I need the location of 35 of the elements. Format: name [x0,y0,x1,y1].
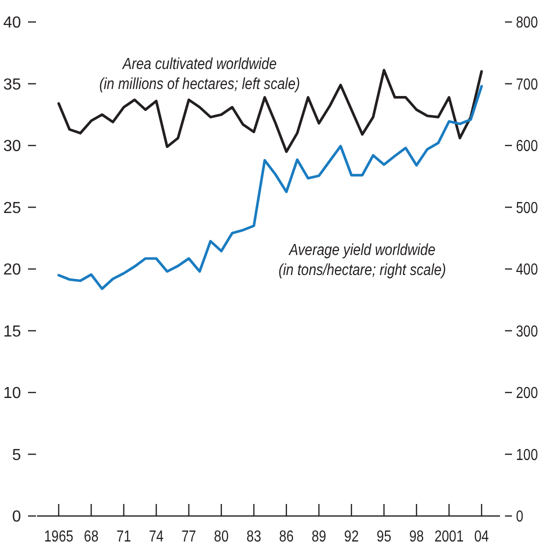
y-tick-label: 30 [3,138,22,156]
x-tick-label: 95 [376,528,392,544]
y-tick-label: 15 [3,323,22,340]
x-tick-label: 98 [409,528,424,544]
series-label: Area cultivated worldwide (in millions of hectares; left scale) [99,56,300,94]
y2-tick-label: 700 [516,76,538,94]
y-tick-label: 40 [3,14,22,32]
y2-tick-label: 600 [516,138,538,156]
x-tick-label: 1965 [44,528,74,544]
y2-tick-label: 300 [516,323,538,341]
line-series [57,68,483,153]
x-tick-label: 77 [182,528,196,544]
y-tick-label: 20 [3,262,22,279]
y2-tick-label: 500 [516,200,538,218]
x-tick-label: 71 [116,528,132,544]
y-tick-label: 5 [12,446,22,464]
y2-tick-label: 100 [516,446,538,464]
series-label: Average yield worldwide (in tons/hectare; right scale) [278,242,446,280]
y-tick-label: 0 [12,508,22,526]
x-tick-label: 86 [279,528,294,544]
x-tick-label: 74 [148,528,164,544]
x-tick-label: 89 [312,528,326,544]
x-tick-label: 04 [474,528,489,544]
y2-tick-label: 800 [516,14,538,32]
y2-tick-label: 0 [516,508,524,526]
y-tick-label: 35 [3,76,22,94]
y2-tick-label: 200 [516,384,538,402]
y-tick-label: 10 [3,385,22,402]
x-tick-label: 83 [246,528,262,544]
x-tick-label: 68 [84,528,99,544]
y-tick-label: 25 [3,200,22,217]
x-tick-label: 92 [344,528,359,544]
y2-tick-label: 400 [516,261,538,279]
x-tick-label: 80 [214,528,229,544]
x-tick-label: 2001 [434,528,464,544]
